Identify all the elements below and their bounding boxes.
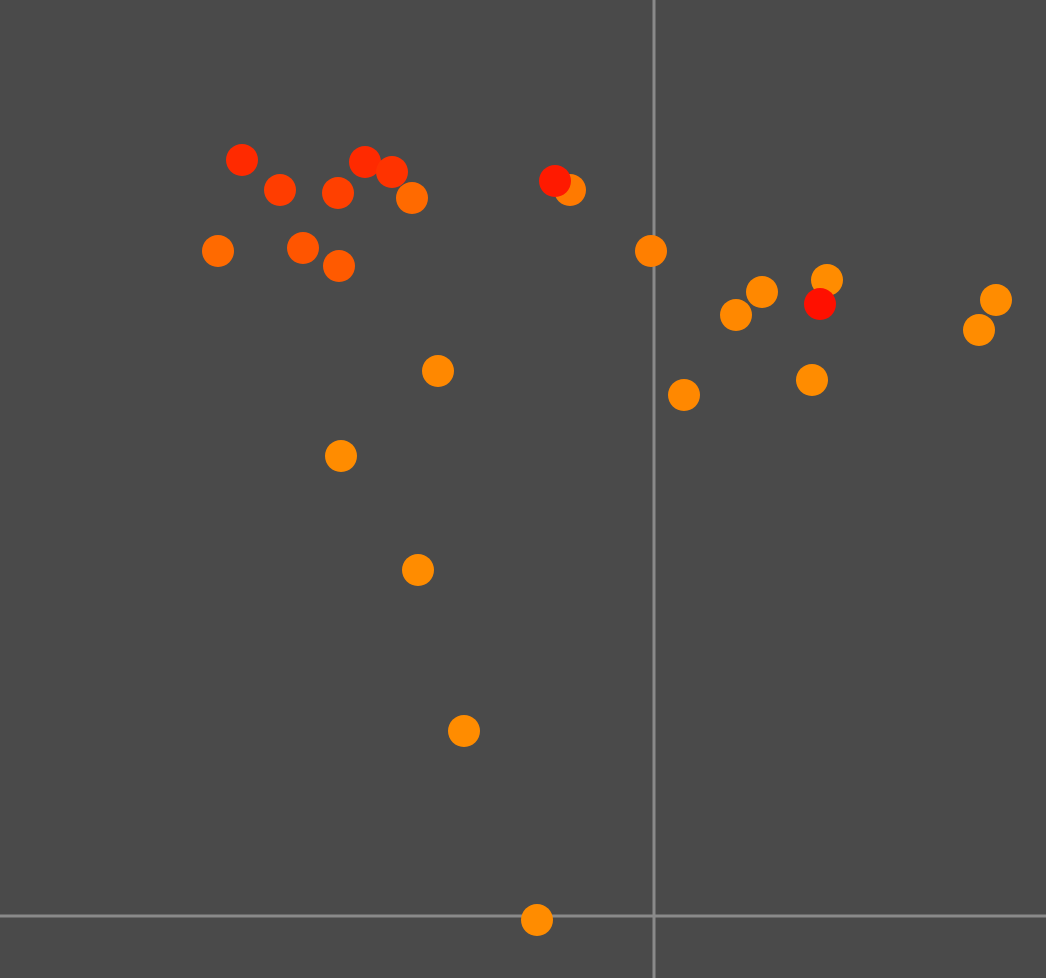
point bbox=[226, 144, 258, 176]
point bbox=[402, 554, 434, 586]
point bbox=[448, 715, 480, 747]
point bbox=[539, 165, 571, 197]
point bbox=[202, 235, 234, 267]
point bbox=[325, 440, 357, 472]
point bbox=[963, 314, 995, 346]
point bbox=[746, 276, 778, 308]
point bbox=[422, 355, 454, 387]
point bbox=[322, 177, 354, 209]
point bbox=[635, 235, 667, 267]
point bbox=[720, 299, 752, 331]
point bbox=[287, 232, 319, 264]
point bbox=[980, 284, 1012, 316]
point bbox=[376, 156, 408, 188]
point bbox=[264, 174, 296, 206]
point bbox=[668, 379, 700, 411]
point bbox=[804, 288, 836, 320]
point bbox=[349, 146, 381, 178]
point bbox=[521, 904, 553, 936]
point bbox=[396, 182, 428, 214]
point bbox=[323, 250, 355, 282]
point bbox=[811, 264, 843, 296]
point bbox=[796, 364, 828, 396]
